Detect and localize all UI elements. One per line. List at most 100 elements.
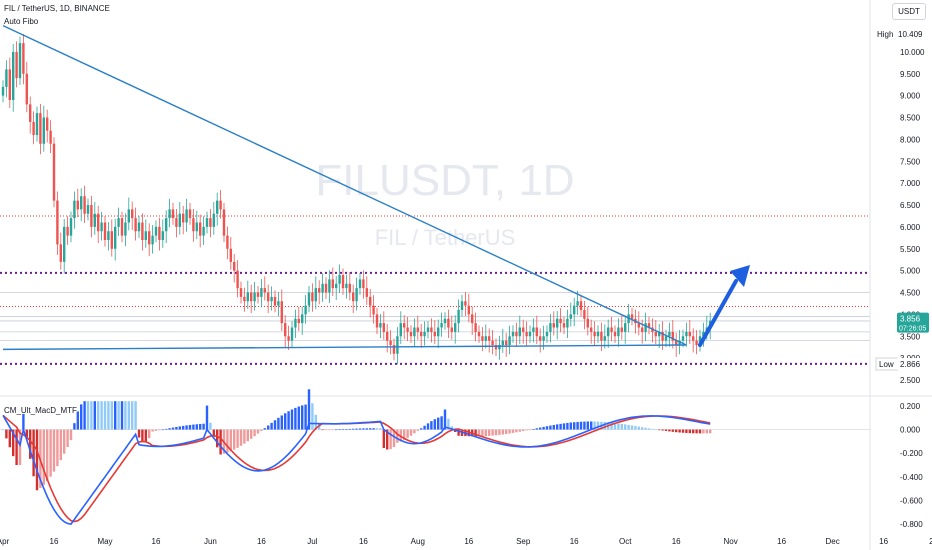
- candle-body: [324, 283, 328, 293]
- candle-body: [141, 222, 144, 240]
- candle-body: [664, 336, 668, 341]
- candle-body: [481, 336, 484, 341]
- price-tick-label: 5.500: [900, 245, 921, 254]
- x-tick-label: 16: [257, 537, 266, 546]
- candle-body: [443, 318, 447, 324]
- candle-body: [80, 196, 83, 210]
- candle-body: [148, 231, 151, 245]
- candle-body: [647, 323, 651, 328]
- macd-histogram-bar: [32, 429, 35, 477]
- candle-body: [545, 331, 549, 337]
- price-tick-label: 7.500: [900, 157, 921, 166]
- candle-body: [120, 218, 124, 236]
- macd-histogram-bar: [695, 429, 698, 434]
- macd-histogram-bar: [437, 417, 440, 430]
- macd-histogram-bar: [620, 423, 623, 430]
- high-value: 10.409: [898, 30, 923, 39]
- candle-body: [90, 205, 93, 227]
- macd-histogram-bar: [664, 429, 668, 431]
- candle-body: [454, 323, 457, 332]
- breakout-arrow-head: [730, 265, 750, 287]
- macd-histogram-bar: [127, 401, 130, 430]
- candle-body: [222, 209, 226, 236]
- candle-body: [42, 117, 45, 144]
- x-tick-label: 16: [672, 537, 681, 546]
- macd-histogram-bar: [511, 429, 515, 433]
- macd-histogram-bar: [389, 429, 392, 450]
- macd-histogram-bar: [335, 429, 338, 431]
- macd-histogram-bar: [630, 425, 634, 430]
- macd-histogram-bar: [229, 429, 232, 452]
- macd-histogram-bar: [202, 423, 205, 430]
- macd-histogram-bar: [409, 429, 413, 436]
- macd-histogram-bar: [59, 429, 62, 461]
- macd-histogram-bar: [624, 424, 627, 430]
- macd-histogram-bar: [341, 429, 345, 430]
- auto-fibo-label[interactable]: Auto Fibo: [4, 17, 39, 26]
- candle-body: [654, 331, 657, 337]
- candle-body: [532, 327, 535, 332]
- macd-histogram-bar: [692, 429, 695, 434]
- candle-body: [59, 244, 62, 262]
- candle-body: [399, 323, 402, 337]
- candle-body: [212, 213, 215, 227]
- macd-histogram-bar: [688, 429, 691, 434]
- macd-histogram-bar: [705, 429, 708, 434]
- candle-body: [29, 104, 32, 122]
- macd-histogram-bar: [63, 429, 66, 454]
- currency-button[interactable]: USDT: [892, 3, 926, 20]
- macd-tick-label: -0.200: [900, 449, 923, 458]
- candle-body: [596, 331, 600, 337]
- macd-histogram-bar: [321, 429, 324, 431]
- candle-body: [355, 288, 358, 302]
- macd-histogram-bar: [324, 429, 328, 431]
- macd-histogram-bar: [154, 429, 158, 431]
- candle-body: [566, 318, 569, 328]
- candle-body: [311, 292, 314, 302]
- low-value: 2.866: [900, 360, 921, 369]
- price-tick-label: 2.500: [900, 376, 921, 385]
- macd-histogram-bar: [474, 429, 477, 437]
- macd-histogram-bar: [433, 419, 436, 430]
- macd-histogram-bar: [685, 429, 688, 433]
- candle-body: [263, 288, 266, 293]
- candle-body: [379, 323, 382, 328]
- candle-body: [154, 226, 158, 236]
- macd-histogram-bar: [158, 429, 161, 431]
- candle-body: [86, 205, 90, 214]
- macd-histogram-bar: [287, 411, 290, 430]
- macd-histogram-bar: [175, 426, 178, 430]
- candle-body: [416, 327, 419, 332]
- macd-histogram-bar: [525, 429, 528, 431]
- macd-histogram-bar: [338, 429, 341, 430]
- macd-histogram-bar: [491, 429, 494, 436]
- macd-histogram-bar: [141, 429, 144, 442]
- candle-body: [100, 222, 103, 232]
- macd-histogram-bar: [331, 429, 334, 431]
- macd-histogram-bar: [219, 429, 222, 455]
- candle-body: [151, 235, 154, 245]
- macd-histogram-bar: [590, 421, 593, 430]
- macd-histogram-bar: [93, 401, 96, 430]
- candle-body: [685, 331, 688, 337]
- macd-histogram-bar: [447, 418, 450, 430]
- candle-body: [535, 327, 538, 337]
- x-tick-label: 16: [879, 537, 888, 546]
- macd-histogram-bar: [97, 401, 100, 430]
- candle-body: [556, 318, 559, 328]
- macd-signal-line: [2, 414, 711, 523]
- price-tick-label: 9.500: [900, 70, 921, 79]
- candle-body: [583, 310, 586, 319]
- candle-body: [644, 323, 647, 332]
- macd-histogram-bar: [566, 422, 569, 430]
- macd-histogram-bar: [545, 426, 549, 430]
- candle-body: [603, 336, 606, 341]
- candle-body: [505, 340, 508, 345]
- macd-histogram-bar: [328, 429, 331, 431]
- macd-indicator-title[interactable]: CM_Ult_MacD_MTF: [4, 406, 77, 415]
- macd-histogram-bar: [290, 409, 294, 430]
- candle-body: [702, 331, 705, 337]
- candle-body: [178, 213, 181, 227]
